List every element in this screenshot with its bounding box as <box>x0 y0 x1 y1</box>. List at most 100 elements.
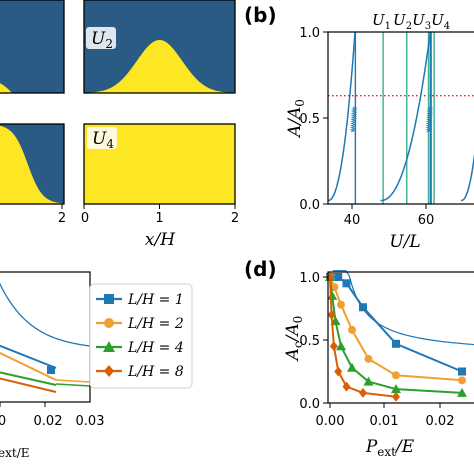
legend-label: L/H = 4 <box>127 340 184 356</box>
inset-yellow-region <box>84 40 235 93</box>
series-line <box>0 371 57 386</box>
legend-label: L/H = 2 <box>127 316 184 332</box>
oscillation-cluster <box>425 106 434 133</box>
plot-d-y-ticks: 0.0 0.5 1.0 <box>299 271 328 412</box>
inset-u2: U2 <box>83 0 236 94</box>
x-axis-label: x/H <box>145 230 176 250</box>
solution-branch <box>327 31 356 202</box>
data-point-circle <box>392 371 400 380</box>
x-tick-label: 60 <box>418 213 435 228</box>
data-point-diamond <box>392 391 400 402</box>
legend-marker-diamond <box>104 365 114 377</box>
inset-top-left <box>0 0 65 94</box>
plot-c-x-ticks: 0 0.02 0.03 <box>0 402 104 429</box>
x-tick-label: 0.02 <box>34 414 63 429</box>
data-point-triangle <box>327 290 338 300</box>
series-circle <box>326 273 466 385</box>
x-tick-label: 40 <box>344 213 361 228</box>
legend-label: L/H = 1 <box>127 292 184 308</box>
data-point-triangle <box>391 384 401 394</box>
legend-label: L/H = 8 <box>127 364 184 380</box>
x-tick-label: 0.03 <box>76 414 105 429</box>
data-point-triangle <box>347 362 357 372</box>
oscillation-cluster <box>349 106 358 133</box>
y-tick-label: 1.0 <box>299 26 320 41</box>
x-tick-label: 0 <box>0 414 6 429</box>
series-line <box>0 351 57 381</box>
panel-a: U2 U4 2 0 1 2 x/H <box>0 0 239 250</box>
panel-d: (d) Ac/A0 0.0 0.5 1.0 0.00 0.01 0.02 Pex… <box>244 257 474 459</box>
series-line <box>0 377 57 393</box>
data-point-square <box>334 273 343 281</box>
panel-letter: (d) <box>244 257 277 281</box>
inset-frame <box>83 0 236 94</box>
y-axis-label: Ac/A0 <box>283 316 305 363</box>
x-tick-label: 0.00 <box>316 414 345 429</box>
x-axis-label: ext/E <box>0 446 30 460</box>
inset-yellow-region <box>0 83 12 93</box>
panel-b: (b) U1 U2U3U4 A/A0 0.0 0.5 1.0 40 60 U/L <box>244 3 474 252</box>
x-tick-label: 0 <box>81 211 89 226</box>
data-point-triangle <box>336 341 346 351</box>
data-point-circle <box>458 376 466 385</box>
x-tick-label: 0.01 <box>370 414 399 429</box>
top-vertical-line-labels: U1 U2U3U4 <box>372 11 450 32</box>
y-axis-label: A/A0 <box>285 99 307 139</box>
legend: L/H = 1 L/H = 2 L/H = 4 L/H = 8 <box>89 283 193 389</box>
plot-b-area <box>327 31 474 204</box>
panel-letter: (b) <box>244 3 277 27</box>
data-point-diamond <box>359 387 367 398</box>
y-tick-label: 0.0 <box>299 198 320 213</box>
data-point-triangle <box>363 376 374 386</box>
plot-d-x-ticks: 0.00 0.01 0.02 <box>316 403 455 429</box>
inset-bottom-left <box>0 123 65 205</box>
data-point-square <box>342 279 351 288</box>
data-point-circle <box>348 325 356 334</box>
y-tick-label: 0.5 <box>299 112 320 127</box>
data-point-diamond <box>327 309 336 320</box>
y-tick-label: 1.0 <box>299 271 320 286</box>
inset-label: U2 <box>91 29 113 51</box>
x-tick-label: 2 <box>231 211 239 226</box>
solution-branch <box>380 31 432 202</box>
inset-label: U4 <box>92 129 114 151</box>
data-point-circle <box>337 300 345 309</box>
solution-branch <box>460 153 474 202</box>
inset-label-box <box>86 27 116 49</box>
inset-frame <box>0 123 65 205</box>
inset-frame <box>0 0 65 94</box>
x-axis-label: U/L <box>389 232 420 252</box>
data-point-square <box>458 367 466 376</box>
data-point-diamond <box>329 341 338 352</box>
series-line <box>55 383 91 387</box>
series-line <box>55 379 91 383</box>
series-triangle <box>325 272 467 397</box>
data-point-square <box>47 366 55 374</box>
data-point-triangle <box>457 387 467 397</box>
x-axis-label: Pext/E <box>365 437 415 459</box>
data-point-diamond <box>342 381 351 392</box>
inset-yellow-region <box>0 125 64 204</box>
x-tick-label: 0.02 <box>426 414 455 429</box>
series-line <box>329 276 463 394</box>
plot-b-x-ticks: 40 60 <box>344 204 435 228</box>
y-tick-label: 0.0 <box>299 397 320 412</box>
legend-box <box>89 283 193 389</box>
x-tick-label: 1 <box>155 211 163 226</box>
plot-c-area <box>0 282 91 393</box>
y-tick-label: 0.5 <box>299 334 320 349</box>
inset-background <box>0 0 64 93</box>
legend-marker-square <box>104 294 114 304</box>
inset-label-box <box>87 127 117 149</box>
data-point-square <box>392 339 400 348</box>
panel-c: L/H = 1 L/H = 2 L/H = 4 L/H = 8 0 0.02 0.03… <box>0 271 193 460</box>
plot-d-area <box>325 270 474 402</box>
data-point-circle <box>364 354 373 363</box>
data-point-square <box>359 303 367 312</box>
legend-marker-triangle <box>103 341 115 352</box>
series-line <box>0 344 57 369</box>
x-tick-label: 2 <box>58 211 66 226</box>
plot-d-frame <box>327 271 474 404</box>
panel-a-x-axis: 2 0 1 2 x/H <box>58 204 239 250</box>
